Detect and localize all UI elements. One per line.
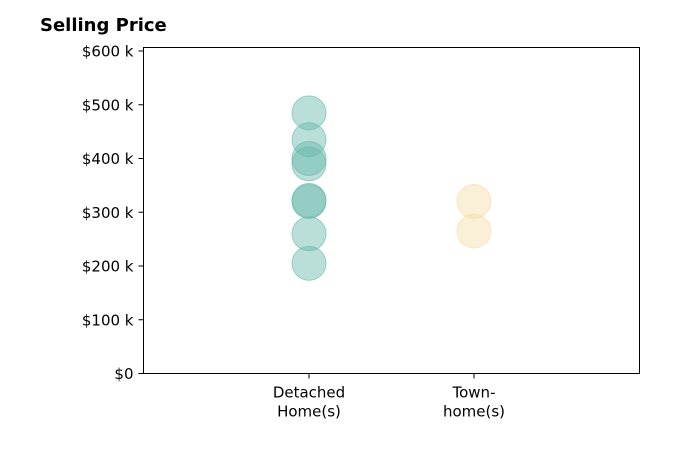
chart-title: Selling Price: [40, 15, 167, 36]
x-tick-label: Detached Home(s): [273, 384, 345, 421]
data-point: [456, 184, 492, 219]
data-point: [291, 245, 327, 281]
y-tick-label: $600 k: [82, 43, 134, 61]
data-point: [291, 122, 327, 158]
y-tick-label: $500 k: [82, 96, 134, 114]
y-tick-label: $200 k: [82, 258, 134, 276]
points-layer: [291, 95, 492, 281]
y-tick-label: $300 k: [82, 204, 134, 222]
y-axis: $0 $100 k $200 k $300 k $400 k $500 k $600 k: [82, 43, 144, 383]
data-point: [291, 141, 327, 176]
plot-frame: [143, 47, 640, 374]
y-tick-label: $100 k: [82, 311, 134, 329]
data-point: [291, 216, 327, 252]
data-point: [291, 95, 327, 131]
y-tick-label: $400 k: [82, 150, 134, 168]
data-point: [291, 146, 327, 182]
x-axis: Detached Home(s) Town-home(s): [273, 373, 505, 421]
data-point: [456, 213, 492, 249]
x-tick-label: Town-home(s): [443, 384, 505, 421]
data-point: [291, 184, 327, 219]
y-tick-label: $0: [114, 365, 133, 383]
